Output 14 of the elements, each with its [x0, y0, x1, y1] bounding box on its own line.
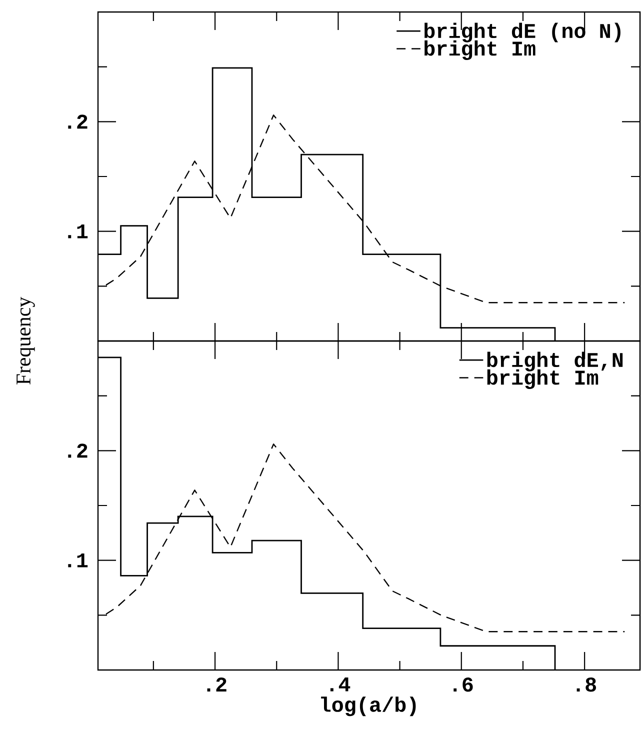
y-tick-label: .1 [68, 224, 88, 238]
legend-label: bright dE (no N) [424, 22, 620, 42]
x-tick-label: .8 [576, 678, 596, 692]
legend-label: bright Im [424, 40, 536, 60]
legend-label: bright dE,N [487, 352, 623, 372]
y-axis-title: Frequency [16, 296, 35, 385]
x-axis-title: log(a/b) [321, 696, 416, 716]
x-tick-label: .4 [330, 678, 350, 692]
x-tick-label: .2 [207, 678, 226, 692]
legend-label: bright Im [487, 369, 598, 389]
y-tick-label: .2 [68, 114, 88, 129]
y-tick-label: .1 [68, 553, 88, 568]
x-tick-label: .6 [454, 678, 473, 692]
y-tick-label: .2 [68, 444, 88, 458]
